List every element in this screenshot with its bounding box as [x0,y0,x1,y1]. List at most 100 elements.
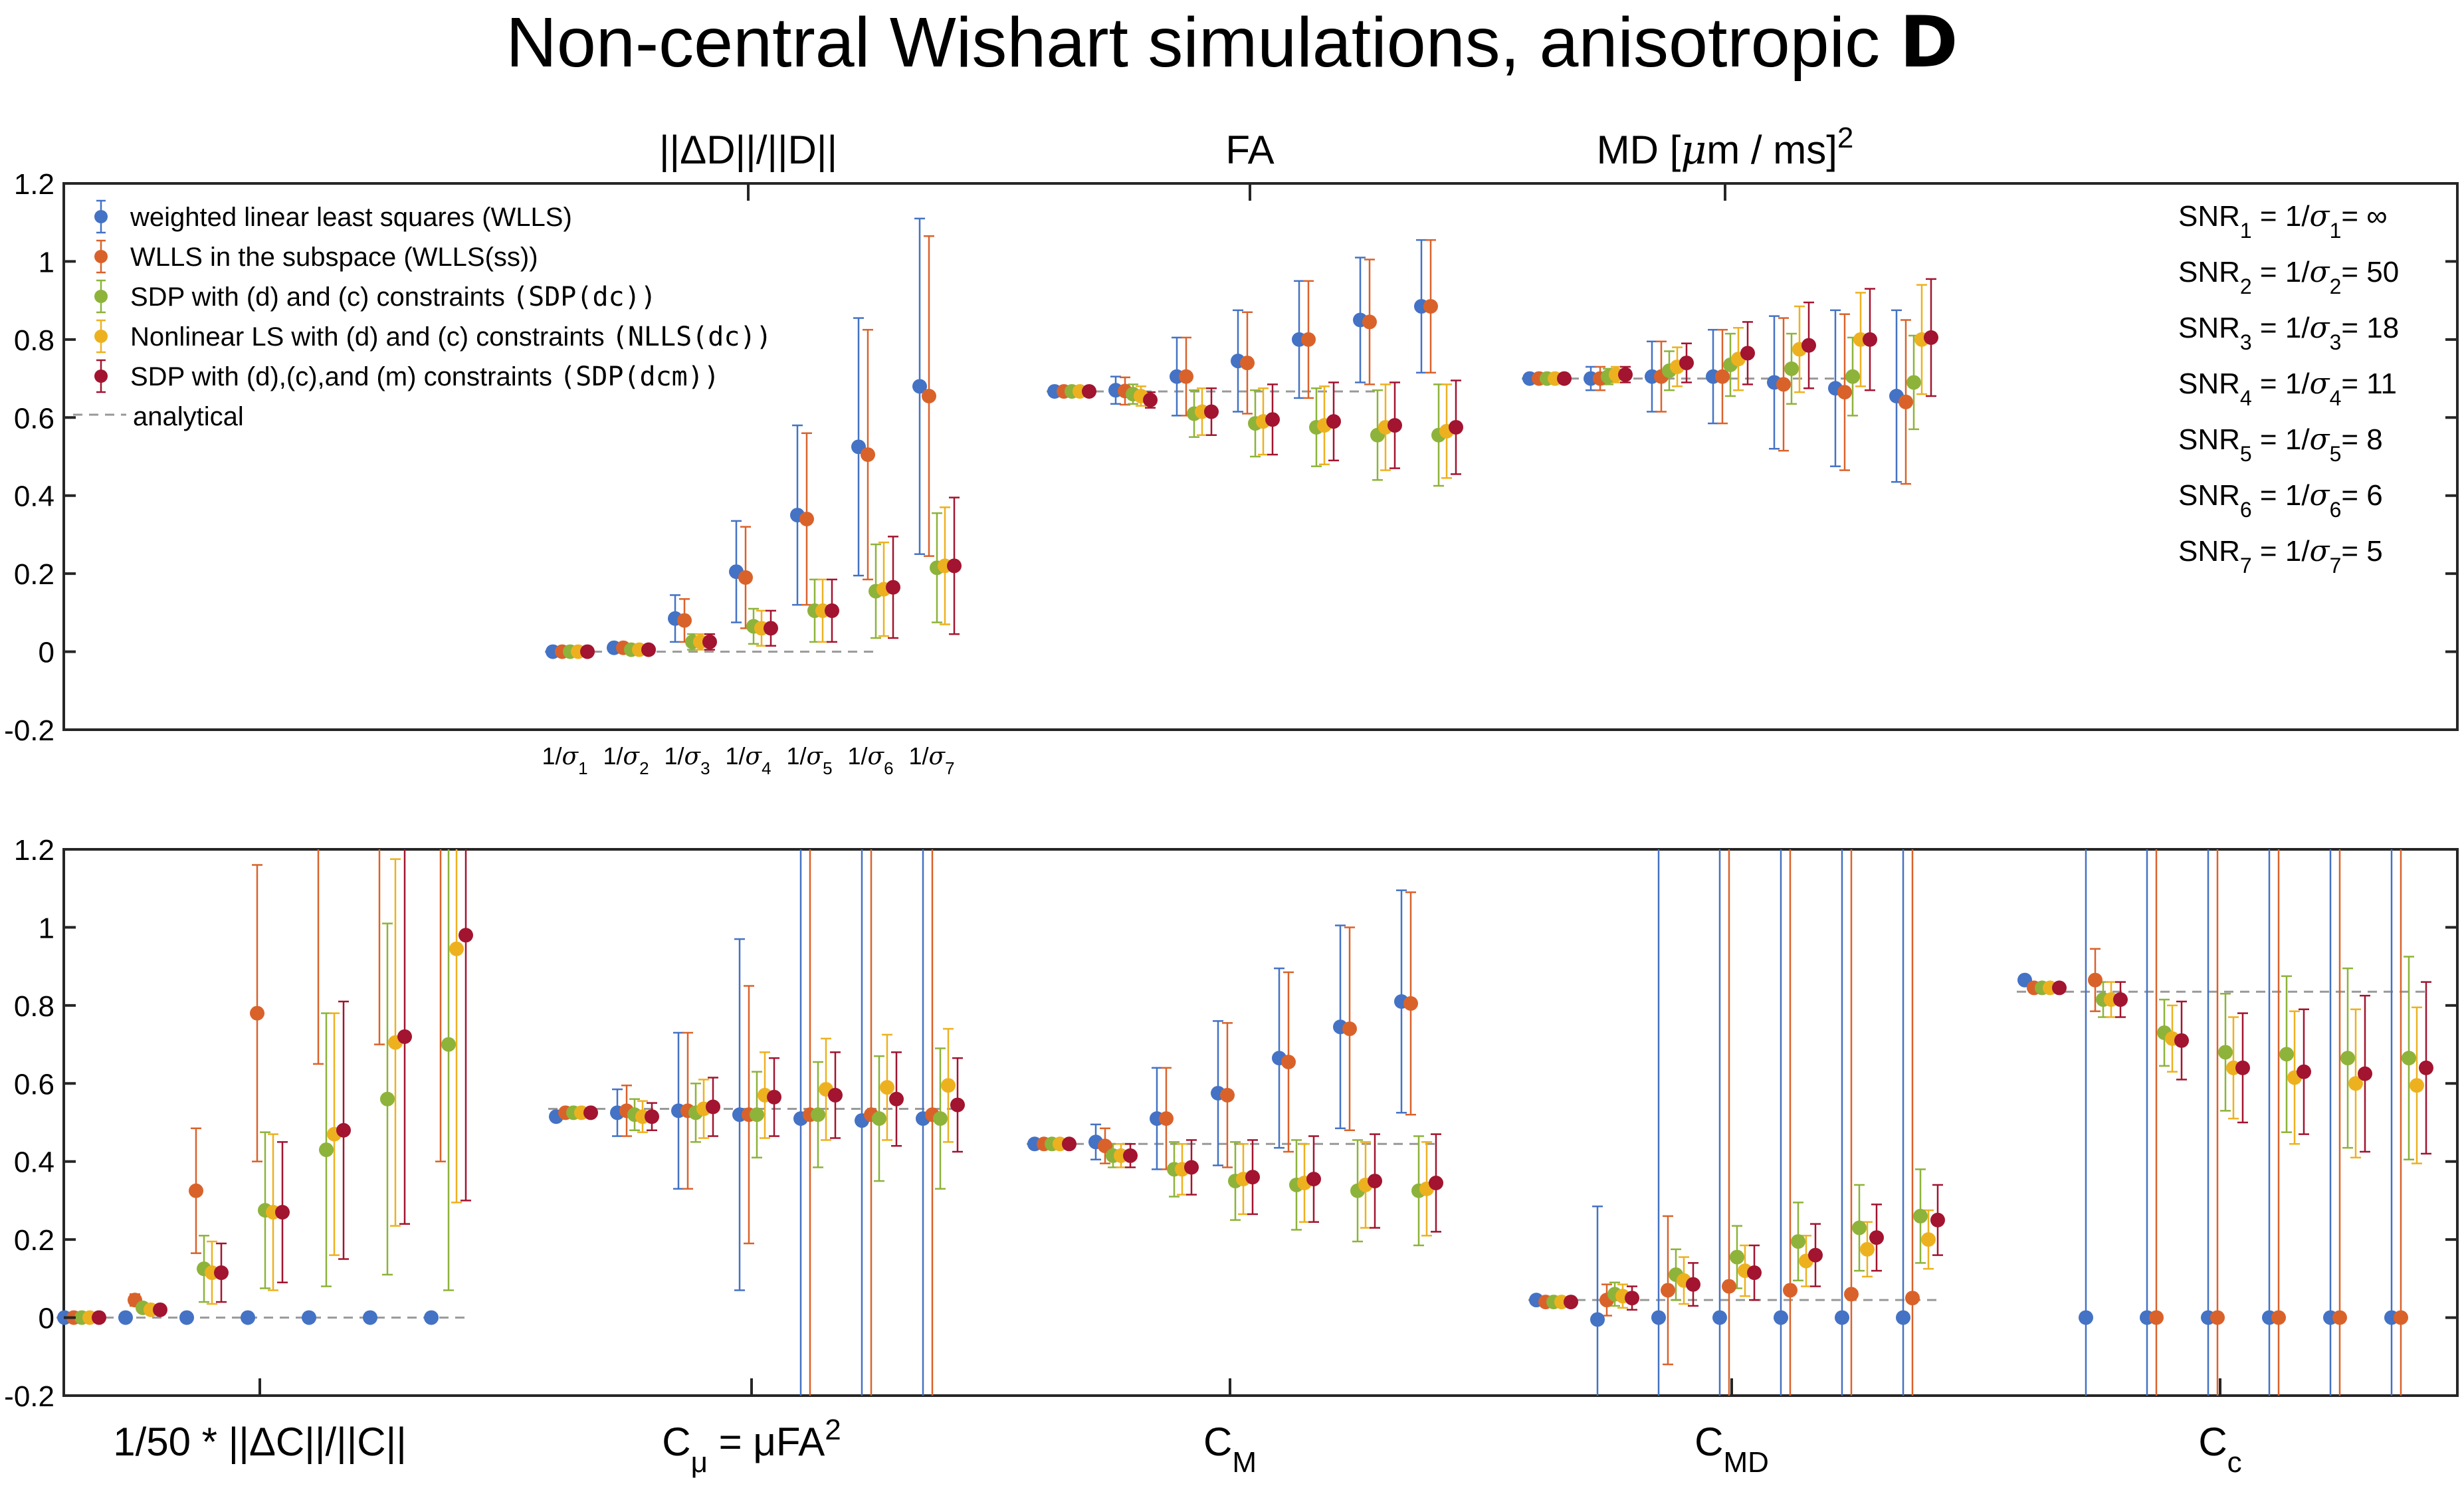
y-tick-label: 0.8 [14,990,54,1023]
data-point [912,379,927,394]
data-point [1905,1291,1920,1306]
data-point [1899,394,1913,409]
data-point [214,1265,229,1281]
data-point [1326,414,1341,429]
data-point [2052,980,2067,996]
top-panel: -0.2 0 0.2 0.4 0.6 0.8 1 1.2 ||ΔD||/||D|| FA MD [μ… [4,122,2459,778]
data-point [319,1142,334,1158]
data-point [702,634,717,649]
data-point [1387,418,1402,433]
data-point [1245,1170,1260,1185]
data-point [677,613,692,628]
data-point [811,1107,825,1122]
y-tick-label: 1.2 [14,168,54,201]
snr-label: SNR1 = 1/σ1= ∞ [2178,199,2388,243]
data-point [738,570,753,585]
data-point [1362,314,1377,330]
data-point [1921,1232,1936,1247]
group-label: CMD [1694,1420,1769,1479]
data-point [1179,369,1193,384]
data-point [2113,992,2128,1008]
legend-label: SDP with (d),(c),and (m) constraints (SD… [130,362,720,392]
y-tick-label: 1.2 [14,834,54,867]
bottom-panel-frame [62,848,2459,1397]
data-point [1844,1287,1859,1302]
data-point [2218,1045,2233,1060]
data-point [1204,404,1219,419]
data-point [950,1097,965,1113]
data-point [189,1183,203,1198]
data-point [750,1107,764,1122]
data-point [2235,1060,2250,1075]
y-tick-label: 1 [39,912,54,944]
x-tick-label: 1/σ1 [542,742,587,778]
bottom-panel-axes: -0.2 0 0.2 0.4 0.6 0.8 1 1.2 1/50 * ||ΔC||/||C||… [4,834,2457,1479]
data-point [1123,1148,1138,1163]
data-point [1715,369,1730,384]
x-tick-label: 1/σ7 [908,742,954,778]
data-point [1082,383,1096,399]
y-tick-label: 0.4 [14,1146,54,1179]
data-point [459,928,473,943]
data-point [767,1089,781,1105]
y-tick-label: 1 [39,246,54,278]
data-point [1801,338,1816,353]
legend-label: WLLS in the subspace (WLLS(ss)) [130,243,538,272]
data-point [799,511,814,526]
group-label: MD [μm / ms]2 [1597,122,1854,174]
x-tick-label: 1/σ5 [786,742,832,778]
data-point [641,642,656,657]
y-tick-label: 0 [39,637,54,669]
data-point [825,603,839,618]
x-tick-label: 1/σ4 [725,742,771,778]
y-tick-label: 0 [39,1303,54,1335]
data-point [1845,369,1860,384]
data-point [2402,1051,2416,1066]
data-point [1564,1295,1578,1310]
data-point [1159,1111,1174,1126]
data-point [1143,392,1158,407]
data-point [1784,361,1799,376]
legend-label: analytical [133,402,244,431]
legend-marker [94,330,108,343]
data-point [861,447,875,463]
data-point [1618,367,1633,382]
data-point [1184,1160,1199,1175]
top-panel-axes: -0.2 0 0.2 0.4 0.6 0.8 1 1.2 ||ΔD||/||D|| FA MD [μ… [4,122,2457,778]
data-point [1062,1136,1077,1152]
data-point [922,388,936,403]
figure-title-text: Non-central Wishart simulations, anisotr… [506,3,1900,82]
legend-marker [94,210,108,223]
data-point [441,1037,456,1052]
y-tick-label: 0.6 [14,402,54,435]
legend-marker [94,370,108,383]
data-point [2348,1076,2363,1091]
data-point [886,580,900,595]
data-point [2279,1047,2294,1062]
snr-label: SNR2 = 1/σ2= 50 [2178,255,2399,298]
snr-label: SNR6 = 1/σ6= 6 [2178,478,2383,522]
data-point [1852,1220,1867,1235]
legend-marker [94,250,108,263]
snr-annotations: SNR1 = 1/σ1= ∞ SNR2 = 1/σ2= 50 SNR3 = 1/σ3… [2178,199,2399,578]
x-tick-label: 1/σ2 [603,742,649,778]
data-point [397,1029,412,1044]
legend: weighted linear least squares (WLLS) WLLS… [73,199,772,431]
snr-label: SNR3 = 1/σ3= 18 [2178,311,2399,354]
data-point [706,1099,720,1114]
data-point [1837,385,1852,400]
data-point [241,1310,255,1325]
data-point [336,1122,351,1138]
data-point [1306,1172,1321,1187]
bottom-panel: -0.2 0 0.2 0.4 0.6 0.8 1 1.2 1/50 * ||ΔC||/||C||… [4,834,2459,1479]
data-point [1661,1283,1675,1298]
data-point [1712,1310,1727,1325]
data-point [302,1310,316,1325]
data-point [1679,356,1694,371]
data-point [1423,298,1438,314]
data-point [933,1111,948,1126]
group-label: ||ΔD||/||D|| [659,128,837,172]
data-point [1740,346,1755,361]
data-point [1590,1312,1605,1327]
top-panel-frame [62,182,2459,731]
